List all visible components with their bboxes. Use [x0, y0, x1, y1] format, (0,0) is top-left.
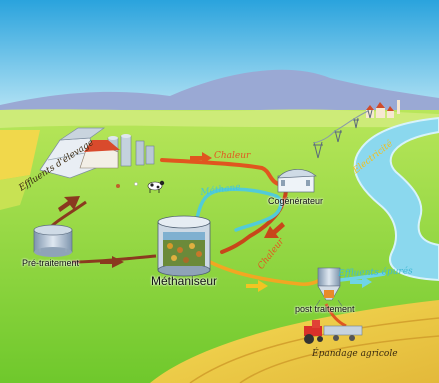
label-epandage: Épandage agricole: [312, 349, 398, 359]
tractor: [304, 320, 363, 344]
post-treatment-unit: [315, 267, 343, 307]
arrows: [58, 152, 372, 292]
digestate-pipe: [208, 260, 322, 286]
chicken-2: [134, 182, 138, 186]
wheat-field: [0, 130, 40, 180]
furrow-2: [239, 335, 439, 383]
label-cogenerateur: Cogénérateur: [268, 196, 324, 206]
heat-pipe-top: [160, 158, 288, 188]
label-methaniseur: Méthaniseur: [151, 274, 218, 288]
furrow: [189, 317, 439, 383]
label-chaleur-top: Chaleur: [214, 151, 251, 161]
pretreatment-tank: [33, 224, 73, 257]
post-pipe-down: [324, 303, 347, 328]
river: [353, 116, 439, 282]
far-field: [0, 109, 439, 128]
chicken: [116, 184, 120, 188]
cogenerator-unit: [277, 169, 317, 193]
cow: [147, 180, 165, 193]
label-post-traitement: post traitement: [295, 304, 355, 314]
crop-field: [0, 175, 30, 210]
label-pretraitement: Pré-traitement: [22, 258, 80, 268]
digester-tank: [157, 215, 211, 277]
power-lines: [313, 109, 373, 159]
clean-effluent-pipe: [338, 272, 386, 282]
methane-pipe: [194, 187, 283, 232]
village: [366, 100, 400, 118]
farm-buildings: [39, 127, 120, 179]
